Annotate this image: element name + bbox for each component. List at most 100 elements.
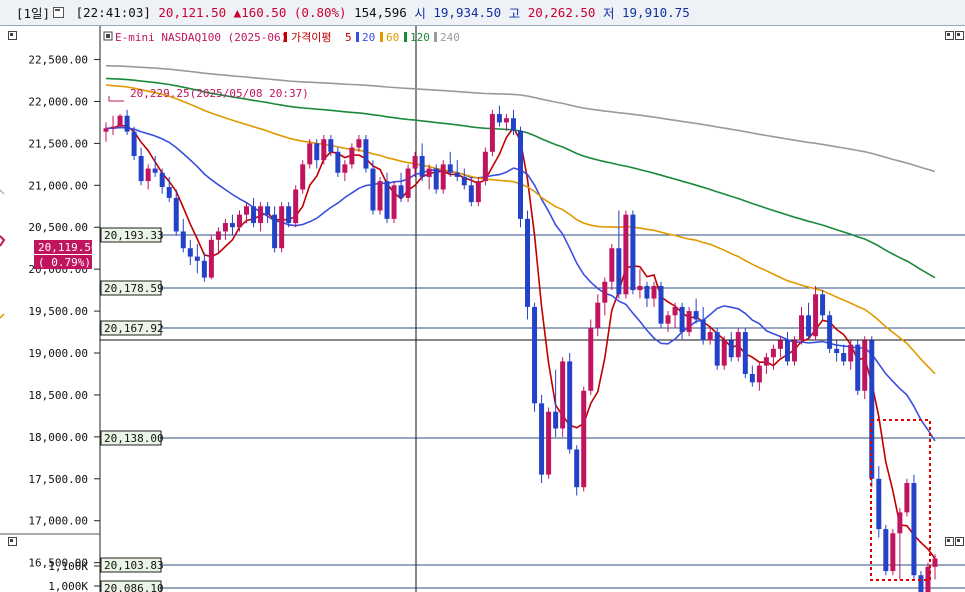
candle-body (791, 340, 797, 362)
chart-lower-close-icon[interactable] (955, 537, 964, 546)
candle-body (848, 344, 854, 362)
candle-body (461, 176, 467, 186)
candle-body (349, 147, 355, 165)
period-menu-icon[interactable] (53, 7, 65, 18)
candle-body (813, 294, 819, 337)
candle-body (440, 164, 446, 190)
candle-body (335, 151, 341, 173)
chart-close-icon[interactable] (955, 31, 964, 40)
y-tick-label: 18,000.00 (28, 431, 88, 444)
candlestick-chart[interactable]: 22,500.00 22,000.00 21,500.00 21,000.00 20,5… (0, 26, 965, 592)
candle-body (679, 306, 685, 333)
candle-body (510, 118, 516, 131)
candle-body (602, 281, 608, 303)
open-label: 시 (414, 6, 426, 21)
candle-body (672, 306, 678, 316)
candle-body (363, 139, 369, 169)
candle-body (777, 340, 783, 349)
legend-ma5: 5 (345, 31, 352, 44)
candle-body (489, 114, 495, 152)
candle-body (756, 365, 762, 383)
candle-body (658, 285, 664, 324)
candle-body (251, 206, 257, 224)
candle-body (525, 218, 531, 307)
candle-body (138, 155, 144, 182)
candle-body (567, 361, 573, 450)
legend-ma120: 120 (410, 31, 430, 44)
candle-body (482, 151, 488, 182)
candle-body (131, 131, 137, 156)
left-fragment-mark (0, 189, 5, 195)
candle-body (370, 168, 376, 211)
horizontal-levels: 20,193.33 20,178.59 20,167.92 20,138.00 20,1… (100, 227, 965, 592)
candle-body (581, 390, 587, 488)
divider (66, 5, 74, 20)
y-tick-label: 19,500.00 (28, 305, 88, 318)
candle-body (518, 130, 523, 219)
candle-body (419, 155, 425, 177)
low-label: 저 (602, 6, 615, 21)
candle-body (391, 185, 397, 219)
open-price: 19,934.50 (433, 5, 502, 20)
candle-body (496, 114, 502, 123)
candle-body (560, 361, 566, 429)
y-tick-label: 18,500.00 (28, 389, 88, 402)
candle-body (883, 529, 889, 572)
candle-body (763, 357, 769, 366)
candle-body (145, 168, 151, 182)
y-tick-label: 21,500.00 (28, 137, 88, 150)
candle-body (272, 214, 278, 249)
candle-body (356, 139, 362, 148)
candle-body (665, 315, 671, 324)
candle-body (342, 164, 348, 173)
ma-line-240 (105, 64, 936, 173)
y-tick-label: 22,500.00 (28, 54, 88, 67)
left-fragment-mark (0, 235, 6, 247)
chart-lower-window-icon[interactable] (945, 537, 954, 546)
candle-body (630, 214, 636, 291)
level-label: 20,167.92 (104, 322, 164, 335)
candle-body (834, 348, 840, 354)
high-label: 고 (508, 6, 521, 21)
left-fragment-mark (0, 313, 5, 319)
candle-body (911, 482, 917, 576)
level-label: 20,193.33 (104, 229, 164, 242)
candle-body (152, 168, 158, 173)
candle-body (932, 558, 938, 567)
period-selector[interactable]: [1일] (16, 6, 51, 21)
high-annotation: 20,229.25(2025/05/08 20:37) (130, 87, 309, 100)
left-panel-window-icon[interactable] (8, 31, 17, 40)
candle-body (300, 164, 306, 190)
candle-body (244, 206, 250, 215)
candle-body (201, 260, 207, 278)
candle-body (707, 332, 713, 341)
candle-body (749, 373, 755, 383)
candle-body (728, 340, 734, 358)
candle-body (700, 319, 706, 341)
candle-body (475, 181, 481, 203)
price-change: ▲160.50 (233, 5, 287, 20)
candle-body (588, 327, 594, 391)
candle-body (532, 306, 538, 404)
candle-body (890, 533, 896, 572)
candle-body (539, 403, 545, 475)
y-tick-label: 17,500.00 (28, 473, 88, 486)
high-price: 20,262.50 (527, 5, 596, 20)
candle-body (194, 256, 200, 261)
candle-body (806, 315, 812, 337)
last-pct-tag: ( 0.79%) (38, 256, 91, 269)
candle-body (279, 206, 285, 249)
candle-body (447, 164, 453, 173)
candle-body (827, 315, 833, 349)
candle-body (862, 340, 868, 391)
candle-body (876, 478, 882, 530)
candle-body (721, 340, 727, 366)
candle-body (616, 248, 622, 295)
volume-panel-window-icon[interactable] (8, 537, 17, 546)
candle-body (735, 332, 741, 358)
candle-body (222, 223, 228, 232)
chart-window-icon[interactable] (945, 31, 954, 40)
candles (103, 105, 938, 592)
candle-body (595, 302, 601, 328)
candle-body (321, 139, 327, 161)
